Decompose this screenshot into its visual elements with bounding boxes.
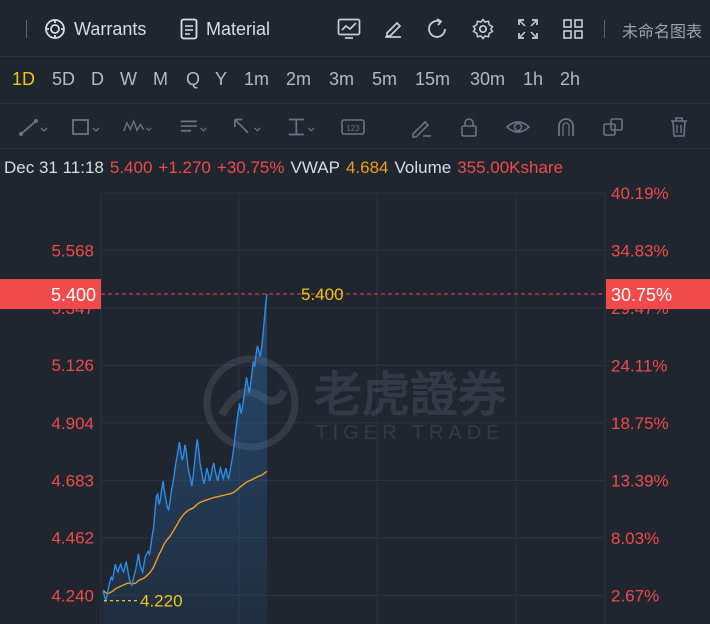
gear-icon[interactable] (468, 14, 498, 44)
clone-icon[interactable] (598, 114, 628, 140)
eye-icon[interactable] (503, 114, 533, 140)
period-1d[interactable]: 1D (12, 69, 36, 89)
period-w[interactable]: W (120, 69, 137, 89)
vwap-value: 4.684 (345, 158, 389, 177)
pct-axis-tick-label: 13.39% (611, 471, 669, 490)
period-30m[interactable]: 30m (470, 69, 506, 89)
price-line (102, 294, 268, 604)
period-y[interactable]: Y (215, 69, 228, 89)
material-button[interactable]: Material (180, 14, 270, 44)
period-5m[interactable]: 5m (372, 69, 398, 89)
y-axis-tick-label: 4.462 (51, 529, 94, 548)
arrow-tool-icon[interactable] (232, 114, 262, 140)
current-pct-badge-label: 30.75% (611, 285, 672, 305)
pct-axis-tick-label: 40.19% (611, 185, 669, 203)
trash-icon[interactable] (664, 114, 694, 140)
warrants-icon (44, 18, 66, 40)
y-axis-tick-label: 4.683 (51, 471, 94, 490)
toolbar-divider (26, 20, 27, 38)
price-area-fill (103, 294, 267, 624)
current-price-badge-label: 5.400 (51, 285, 96, 305)
pct-axis-tick-label: 2.67% (611, 586, 659, 605)
brush-icon[interactable] (406, 114, 436, 140)
pct-axis-tick-label: 18.75% (611, 414, 669, 433)
drawing-toolbar: 123 (0, 103, 710, 149)
document-icon (180, 18, 198, 40)
period-5d[interactable]: 5D (52, 69, 76, 89)
warrants-label: Warrants (74, 18, 147, 39)
volume-value: 355.00Kshare (457, 158, 564, 177)
y-axis-tick-label: 4.904 (51, 414, 94, 433)
number-tool-icon[interactable]: 123 (338, 114, 368, 140)
period-1m[interactable]: 1m (244, 69, 270, 89)
current-price-inline-label: 5.400 (301, 285, 344, 304)
current-price-badge (0, 279, 101, 310)
period-3m[interactable]: 3m (329, 69, 355, 89)
volume-label: Volume (394, 158, 452, 177)
toolbar-divider (604, 20, 605, 38)
warrants-button[interactable]: Warrants (44, 14, 146, 44)
material-label: Material (206, 18, 271, 39)
measure-tool-icon[interactable] (286, 114, 316, 140)
watermark-cn-text: 老虎證券 (314, 367, 507, 423)
period-15m[interactable]: 15m (415, 69, 451, 89)
period-q[interactable]: Q (186, 69, 201, 89)
y-axis-tick-label: 5.126 (51, 356, 94, 375)
refresh-icon[interactable] (423, 14, 453, 44)
y-axis-tick-label: 4.240 (51, 586, 94, 605)
quote-datetime: Dec 31 11:18 (4, 158, 104, 177)
period-selector: 1D 5D D W M Q Y 1m 2m 3m 5m 15m 30m 1h 2h (0, 57, 710, 103)
period-d[interactable]: D (91, 69, 104, 89)
vwap-label: VWAP (290, 158, 340, 177)
watermark-en-text: TIGER TRADE (315, 422, 504, 444)
text-tool-icon[interactable] (178, 114, 208, 140)
y-axis-tick-label: 5.568 (51, 241, 94, 260)
edit-icon[interactable] (378, 14, 408, 44)
chart-name-tab[interactable]: 未命名图表 (622, 22, 703, 41)
line-tool-icon[interactable] (18, 114, 48, 140)
quote-price: 5.400 (109, 158, 153, 177)
grid-layout-icon[interactable] (558, 14, 588, 44)
fullscreen-icon[interactable] (513, 14, 543, 44)
pct-axis-tick-label: 34.83% (611, 241, 669, 260)
chart-settings-icon[interactable] (334, 14, 364, 44)
quote-info-line: Dec 31 11:18 5.400 +1.270 +30.75% VWAP 4.684 V… (4, 158, 569, 178)
lock-icon[interactable] (454, 114, 484, 140)
low-price-label: 4.220 (140, 592, 183, 611)
period-1h[interactable]: 1h (523, 69, 544, 89)
period-2m[interactable]: 2m (286, 69, 312, 89)
top-toolbar: Warrants Material 未命名图表 (0, 0, 710, 57)
pattern-tool-icon[interactable] (122, 114, 152, 140)
current-pct-badge (606, 279, 710, 310)
pct-axis-tick-label: 24.11% (611, 356, 667, 375)
period-m[interactable]: M (153, 69, 168, 89)
svg-text:123: 123 (346, 124, 360, 133)
magnet-icon[interactable] (551, 114, 581, 140)
quote-change: +1.270 (158, 158, 211, 177)
period-2h[interactable]: 2h (560, 69, 581, 89)
rectangle-tool-icon[interactable] (70, 114, 100, 140)
pct-axis-tick-label: 8.03% (611, 529, 659, 548)
quote-change-pct: +30.75% (216, 158, 285, 177)
